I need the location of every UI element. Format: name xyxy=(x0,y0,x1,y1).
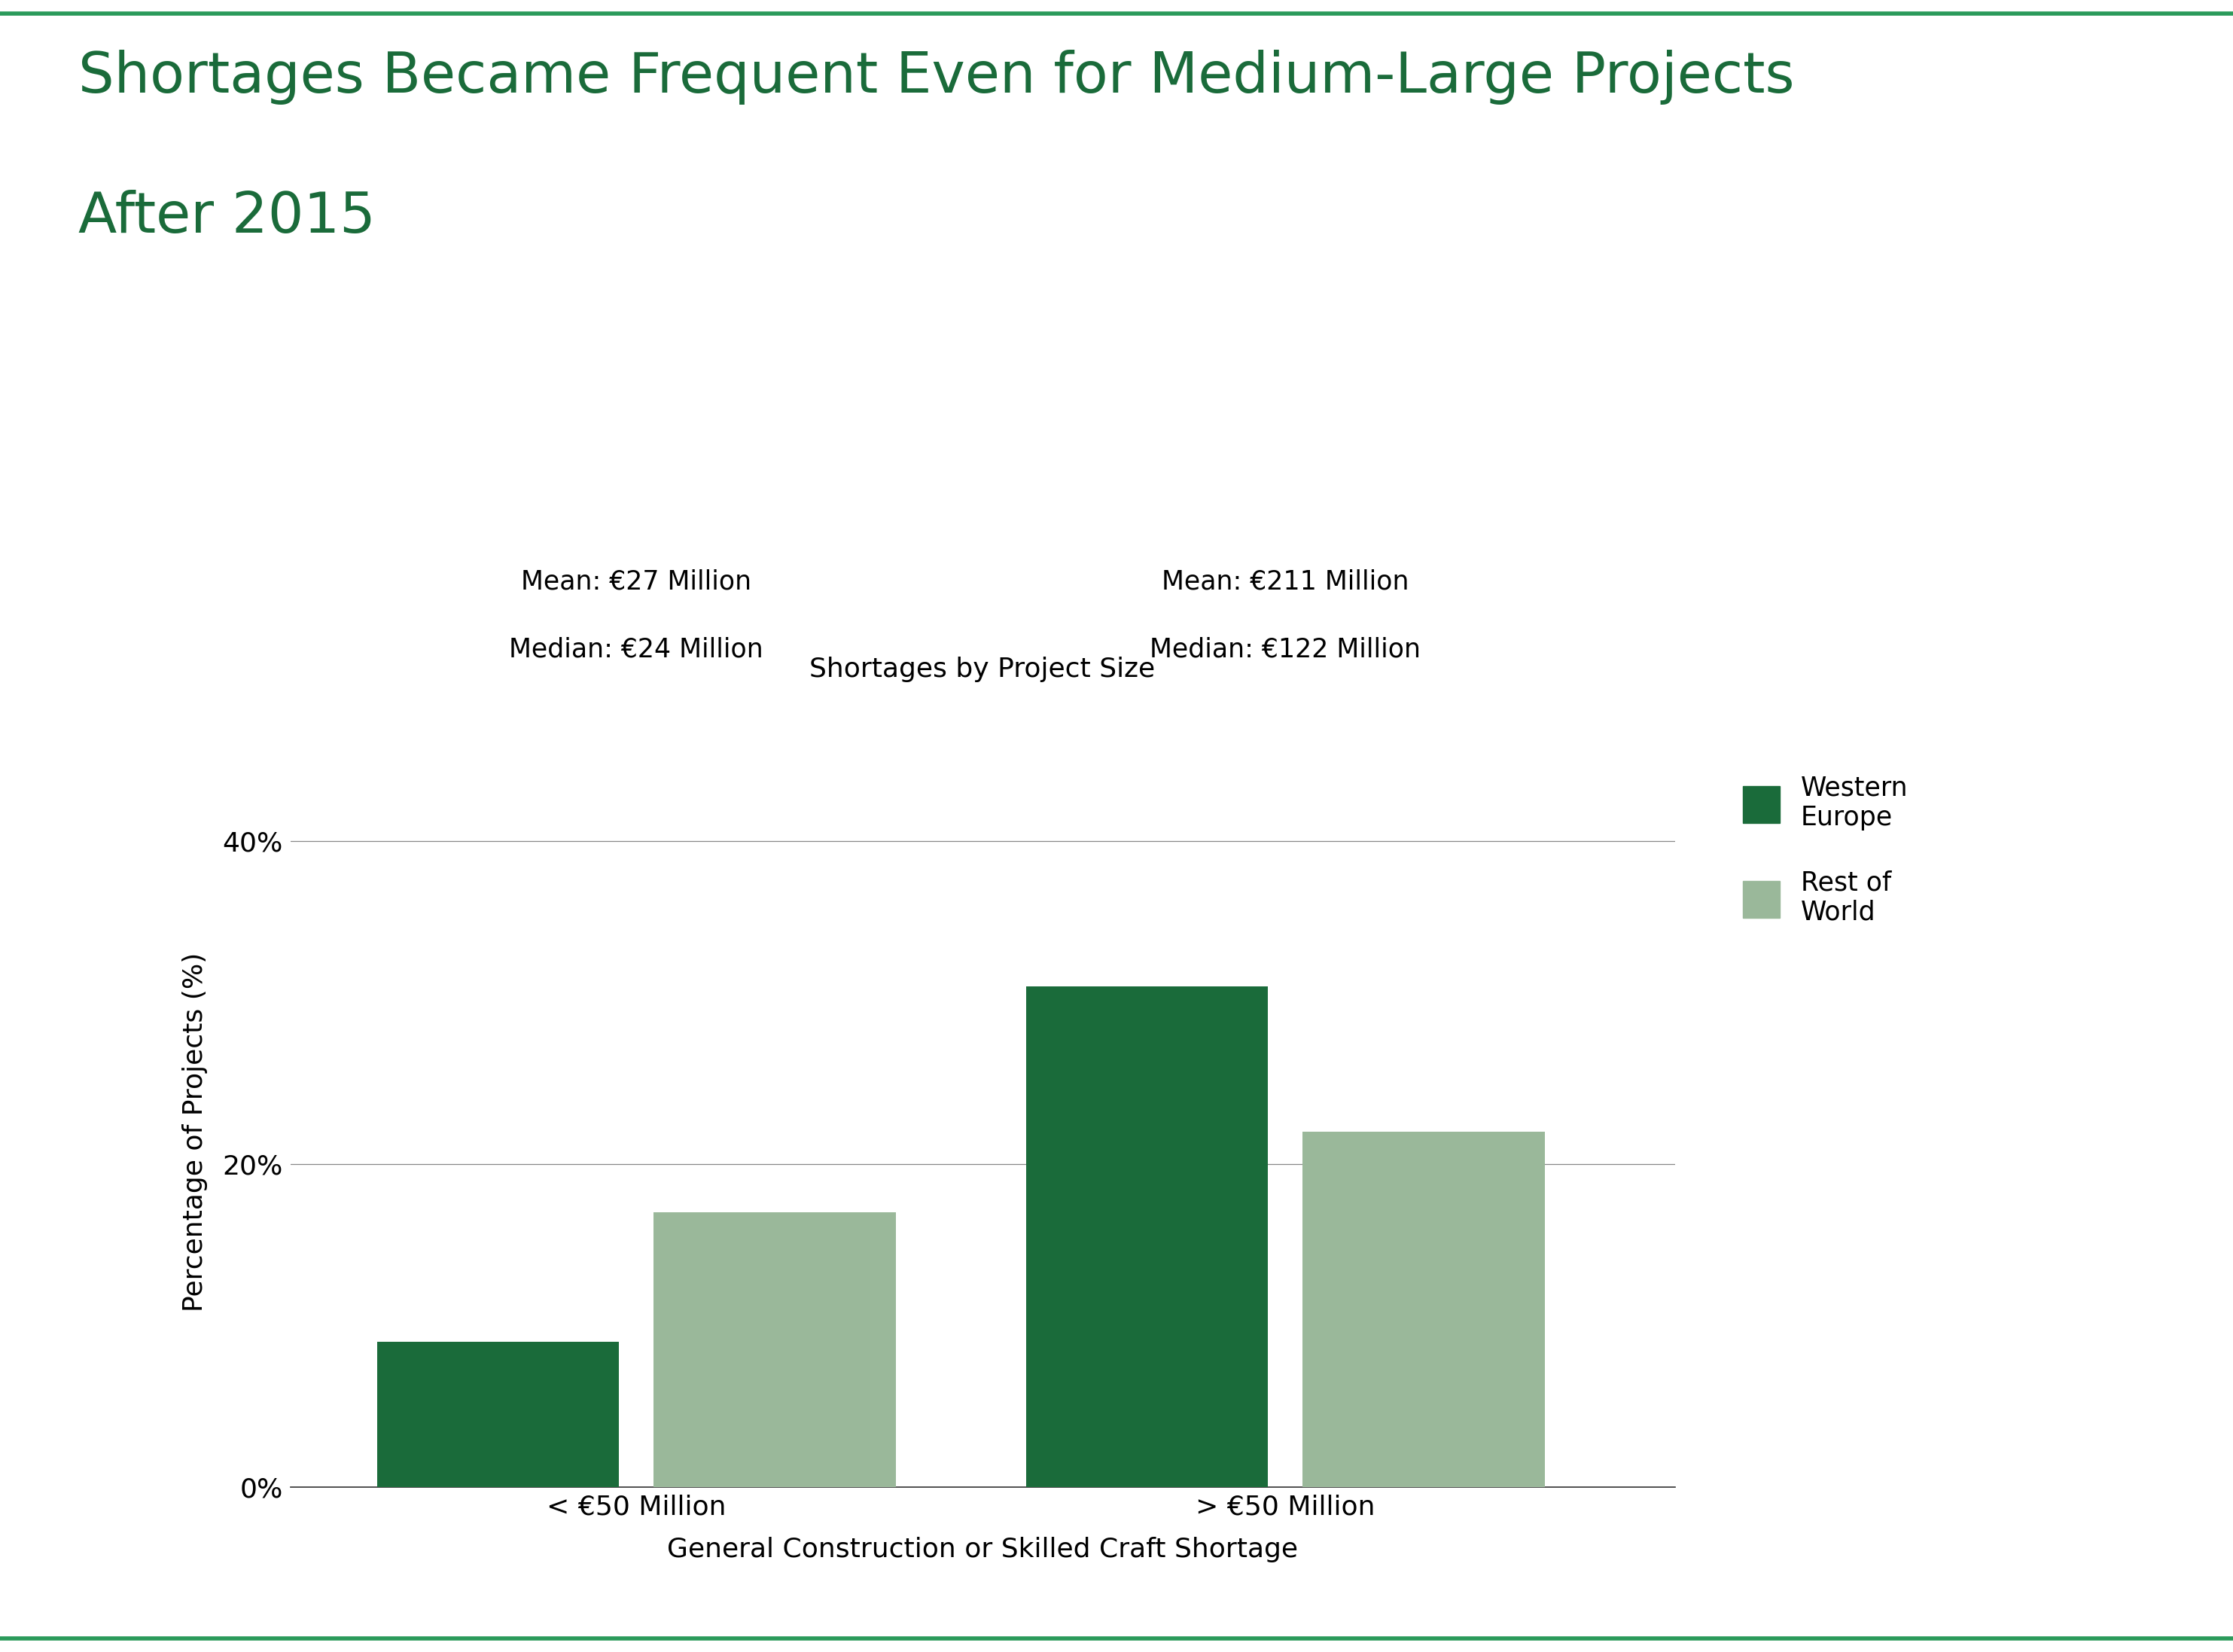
Text: After 2015: After 2015 xyxy=(78,190,375,244)
Y-axis label: Percentage of Projects (%): Percentage of Projects (%) xyxy=(183,952,208,1312)
X-axis label: General Construction or Skilled Craft Shortage: General Construction or Skilled Craft Sh… xyxy=(668,1536,1297,1563)
Bar xyxy=(654,1213,895,1487)
Text: Shortages by Project Size: Shortages by Project Size xyxy=(811,656,1154,682)
Text: Mean: €27 Million: Mean: €27 Million xyxy=(520,568,753,595)
Text: Mean: €211 Million: Mean: €211 Million xyxy=(1161,568,1409,595)
Bar xyxy=(377,1341,619,1487)
Text: Median: €24 Million: Median: €24 Million xyxy=(509,636,764,662)
Bar xyxy=(1302,1132,1545,1487)
Text: Shortages Became Frequent Even for Medium-Large Projects: Shortages Became Frequent Even for Mediu… xyxy=(78,50,1795,104)
Legend: Western
Europe, Rest of
World: Western Europe, Rest of World xyxy=(1744,775,1907,925)
Bar xyxy=(1025,986,1268,1487)
Text: Median: €122 Million: Median: €122 Million xyxy=(1150,636,1420,662)
